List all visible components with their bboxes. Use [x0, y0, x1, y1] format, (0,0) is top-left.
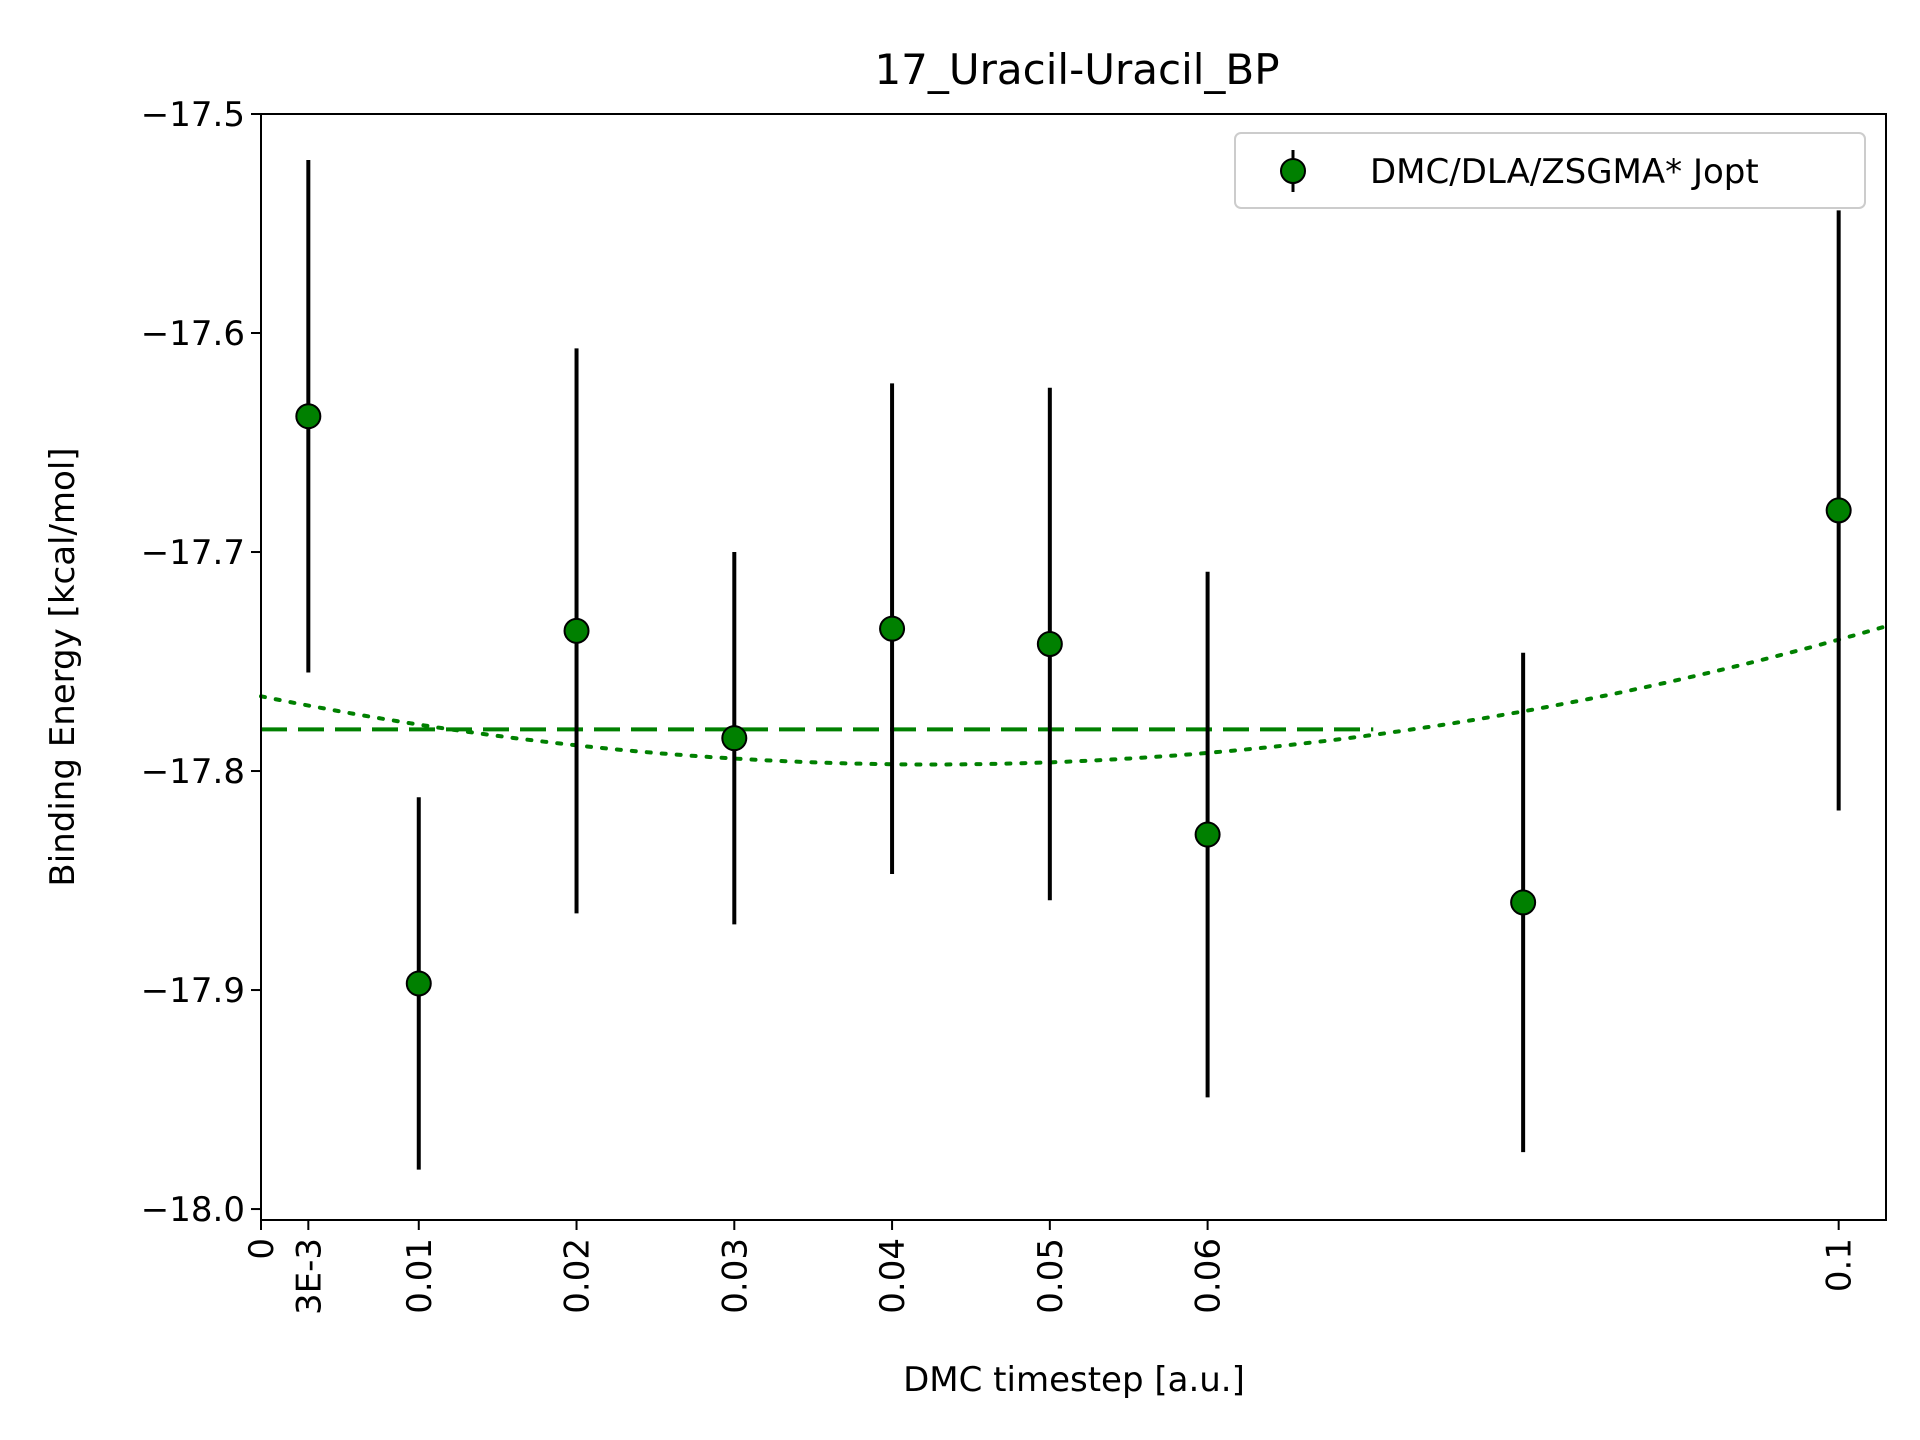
data-point	[879, 615, 906, 642]
data-point	[1194, 821, 1221, 848]
data-layer	[295, 159, 1852, 1170]
x-tick-label: 0.04	[873, 1238, 913, 1314]
data-point	[1036, 631, 1063, 658]
x-tick-label: 0.05	[1031, 1238, 1071, 1314]
x-tick-label: 3E-3	[289, 1238, 329, 1315]
quadratic-fit-curve	[259, 624, 1888, 767]
y-tick-label: −17.9	[141, 971, 245, 1011]
data-point	[405, 970, 432, 997]
chart-title: 17_Uracil-Uracil_BP	[874, 45, 1279, 94]
x-tick-label: 0.03	[715, 1238, 755, 1314]
x-tick-label: 0	[242, 1238, 282, 1260]
x-tick-label: 0.01	[400, 1238, 440, 1314]
y-axis-label: Binding Energy [kcal/mol]	[43, 447, 83, 886]
data-point	[1510, 889, 1537, 916]
data-point	[295, 403, 322, 430]
y-tick-label: −18.0	[141, 1190, 245, 1230]
fit-layer	[259, 624, 1888, 767]
x-axis: 0 3E-3 0.01 0.02 0.03 0.04 0.05 0.06 0.1	[242, 1220, 1860, 1315]
x-tick-label: 0.06	[1189, 1238, 1229, 1314]
legend-box	[1234, 132, 1866, 209]
y-tick-label: −17.5	[141, 95, 245, 135]
x-tick-label: 0.1	[1820, 1238, 1860, 1292]
data-point	[721, 725, 748, 752]
x-tick-label: 0.02	[558, 1238, 598, 1314]
y-tick-label: −17.6	[141, 314, 245, 354]
x-axis-label: DMC timestep [a.u.]	[903, 1360, 1245, 1400]
y-axis: −17.5 −17.6 −17.7 −17.8 −17.9 −18.0	[141, 95, 261, 1230]
legend-marker	[1280, 158, 1306, 184]
legend-label: DMC/DLA/ZSGMA* Jopt	[1370, 152, 1759, 192]
data-point	[563, 617, 590, 644]
plot-frame	[260, 113, 1887, 1221]
legend: DMC/DLA/ZSGMA* Jopt	[1234, 132, 1866, 209]
y-tick-label: −17.8	[141, 752, 245, 792]
data-point	[1825, 497, 1852, 524]
y-tick-label: −17.7	[141, 533, 245, 573]
